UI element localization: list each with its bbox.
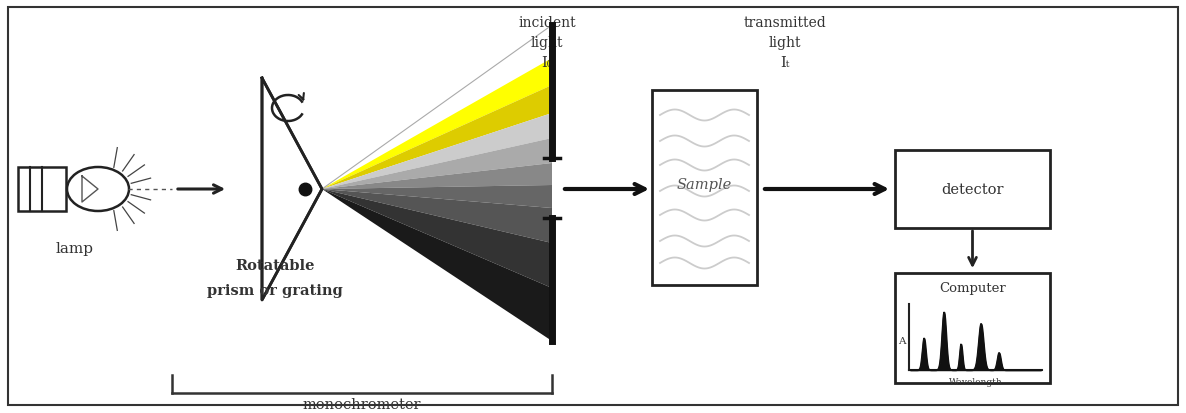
Text: Sample: Sample <box>677 177 732 191</box>
Text: Computer: Computer <box>939 281 1006 294</box>
Text: light: light <box>769 36 802 50</box>
Polygon shape <box>323 59 551 190</box>
Polygon shape <box>323 164 551 190</box>
Polygon shape <box>323 190 551 243</box>
Text: light: light <box>531 36 563 50</box>
Text: detector: detector <box>942 183 1003 197</box>
FancyBboxPatch shape <box>895 273 1050 383</box>
Text: incident: incident <box>518 16 576 30</box>
Ellipse shape <box>66 168 129 211</box>
FancyBboxPatch shape <box>895 151 1050 228</box>
Text: monochrometer: monochrometer <box>302 397 421 411</box>
Text: I₀: I₀ <box>541 56 553 70</box>
Polygon shape <box>323 185 551 209</box>
FancyBboxPatch shape <box>652 91 757 285</box>
Polygon shape <box>262 79 323 300</box>
Text: Wavelength: Wavelength <box>949 377 1002 386</box>
FancyBboxPatch shape <box>18 168 66 211</box>
Polygon shape <box>323 190 551 341</box>
Text: prism or grating: prism or grating <box>208 283 343 297</box>
Text: lamp: lamp <box>56 242 94 255</box>
Text: transmitted: transmitted <box>744 16 827 30</box>
Text: Rotatable: Rotatable <box>235 259 314 272</box>
Polygon shape <box>323 190 551 288</box>
FancyBboxPatch shape <box>8 8 1178 405</box>
Text: A: A <box>899 336 906 345</box>
Polygon shape <box>323 26 551 190</box>
Polygon shape <box>323 139 551 190</box>
Text: Iₜ: Iₜ <box>780 56 790 70</box>
Polygon shape <box>323 114 551 190</box>
Polygon shape <box>323 86 551 190</box>
